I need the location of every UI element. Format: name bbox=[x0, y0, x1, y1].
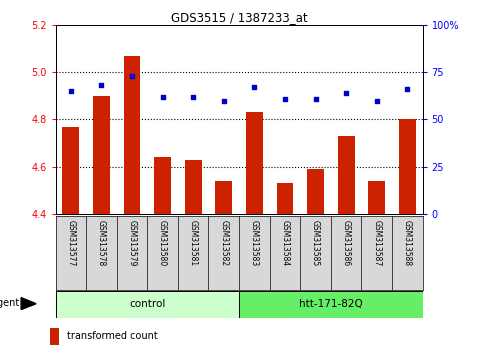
Text: GSM313585: GSM313585 bbox=[311, 219, 320, 266]
Point bbox=[342, 90, 350, 96]
Point bbox=[403, 86, 411, 92]
Bar bbox=[307, 169, 324, 214]
Text: GSM313587: GSM313587 bbox=[372, 219, 381, 266]
Text: GSM313586: GSM313586 bbox=[341, 219, 351, 266]
Point bbox=[67, 88, 75, 94]
Point bbox=[312, 96, 319, 102]
Bar bbox=[62, 127, 79, 214]
Bar bbox=[338, 136, 355, 214]
Text: GSM313578: GSM313578 bbox=[97, 219, 106, 266]
Polygon shape bbox=[21, 298, 36, 309]
Text: GSM313579: GSM313579 bbox=[128, 219, 137, 266]
Bar bbox=[277, 183, 293, 214]
Point bbox=[128, 73, 136, 79]
Point bbox=[251, 85, 258, 90]
Bar bbox=[124, 56, 141, 214]
Text: GSM313588: GSM313588 bbox=[403, 219, 412, 266]
Bar bbox=[215, 181, 232, 214]
Point bbox=[373, 98, 381, 103]
Title: GDS3515 / 1387233_at: GDS3515 / 1387233_at bbox=[171, 11, 307, 24]
FancyBboxPatch shape bbox=[239, 291, 423, 318]
Text: GSM313580: GSM313580 bbox=[158, 219, 167, 266]
Bar bbox=[185, 160, 201, 214]
Text: GSM313582: GSM313582 bbox=[219, 219, 228, 266]
Bar bbox=[246, 112, 263, 214]
Point bbox=[189, 94, 197, 99]
Bar bbox=[50, 328, 59, 345]
Text: htt-171-82Q: htt-171-82Q bbox=[299, 299, 363, 309]
Text: agent: agent bbox=[0, 298, 19, 308]
Point bbox=[159, 94, 167, 99]
Bar bbox=[154, 158, 171, 214]
Bar bbox=[93, 96, 110, 214]
Text: control: control bbox=[129, 299, 166, 309]
Text: GSM313583: GSM313583 bbox=[250, 219, 259, 266]
Point bbox=[98, 82, 105, 88]
Text: transformed count: transformed count bbox=[67, 331, 158, 341]
Point bbox=[281, 96, 289, 102]
Bar bbox=[369, 181, 385, 214]
Point bbox=[220, 98, 227, 103]
Text: GSM313581: GSM313581 bbox=[189, 219, 198, 266]
Text: GSM313584: GSM313584 bbox=[281, 219, 289, 266]
Text: GSM313577: GSM313577 bbox=[66, 219, 75, 266]
FancyBboxPatch shape bbox=[56, 291, 239, 318]
Bar bbox=[399, 120, 416, 214]
